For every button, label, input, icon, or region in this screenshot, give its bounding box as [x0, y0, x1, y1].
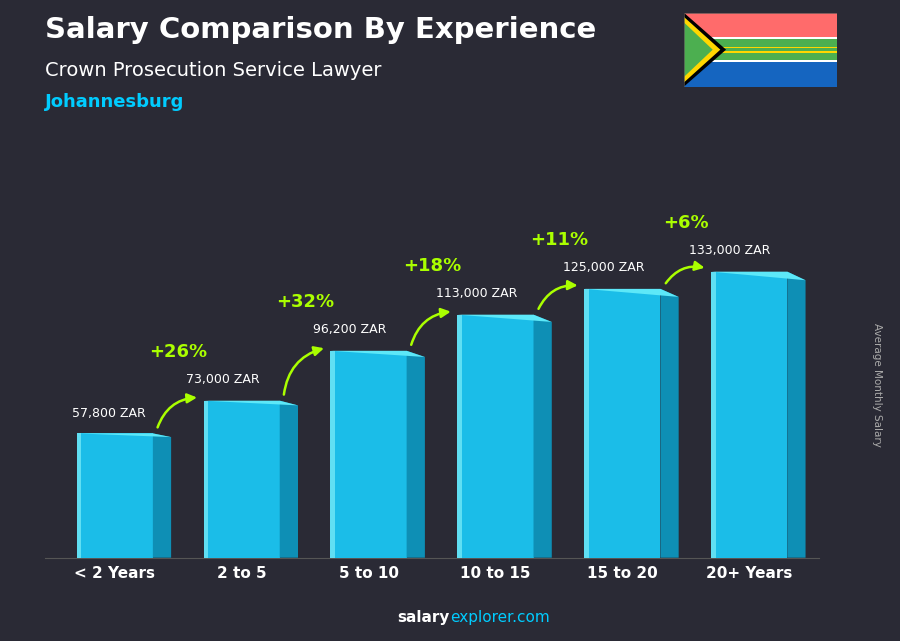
Bar	[203, 401, 280, 558]
Polygon shape	[76, 433, 171, 437]
Text: salary: salary	[398, 610, 450, 625]
Text: 57,800 ZAR: 57,800 ZAR	[72, 407, 145, 420]
Bar	[76, 433, 81, 558]
Bar	[684, 51, 837, 53]
Polygon shape	[684, 13, 726, 87]
Text: Salary Comparison By Experience: Salary Comparison By Experience	[45, 16, 596, 44]
Bar	[684, 47, 837, 48]
Bar	[711, 272, 788, 558]
Bar	[684, 13, 837, 37]
Bar	[684, 60, 837, 62]
Text: +32%: +32%	[276, 293, 334, 311]
Polygon shape	[407, 351, 425, 558]
Bar	[457, 315, 462, 558]
Text: 113,000 ZAR: 113,000 ZAR	[436, 287, 518, 300]
Text: 133,000 ZAR: 133,000 ZAR	[689, 244, 771, 256]
Text: explorer.com: explorer.com	[450, 610, 550, 625]
Bar	[684, 62, 837, 87]
Polygon shape	[661, 289, 679, 558]
Bar	[203, 401, 208, 558]
Text: +18%: +18%	[403, 256, 461, 275]
Polygon shape	[203, 401, 298, 405]
Polygon shape	[534, 315, 552, 558]
Bar	[684, 37, 837, 62]
Polygon shape	[457, 315, 552, 322]
Bar	[684, 37, 837, 39]
Polygon shape	[153, 433, 171, 558]
Polygon shape	[684, 22, 713, 77]
Polygon shape	[584, 289, 679, 297]
Text: +6%: +6%	[663, 213, 708, 231]
Bar	[711, 272, 716, 558]
Polygon shape	[684, 17, 720, 83]
Polygon shape	[330, 351, 425, 357]
Text: 125,000 ZAR: 125,000 ZAR	[562, 261, 644, 274]
Text: 96,200 ZAR: 96,200 ZAR	[313, 323, 386, 336]
Polygon shape	[280, 401, 298, 558]
Text: Average Monthly Salary: Average Monthly Salary	[872, 322, 883, 447]
Text: Johannesburg: Johannesburg	[45, 93, 184, 111]
Text: +11%: +11%	[530, 231, 588, 249]
Text: 73,000 ZAR: 73,000 ZAR	[185, 372, 259, 386]
Bar	[330, 351, 407, 558]
Bar	[457, 315, 534, 558]
Bar	[584, 289, 661, 558]
Bar	[584, 289, 589, 558]
Polygon shape	[711, 272, 806, 280]
Bar	[76, 433, 153, 558]
Bar	[330, 351, 335, 558]
Polygon shape	[788, 272, 806, 558]
Text: +26%: +26%	[149, 343, 207, 361]
Text: Crown Prosecution Service Lawyer: Crown Prosecution Service Lawyer	[45, 61, 382, 80]
